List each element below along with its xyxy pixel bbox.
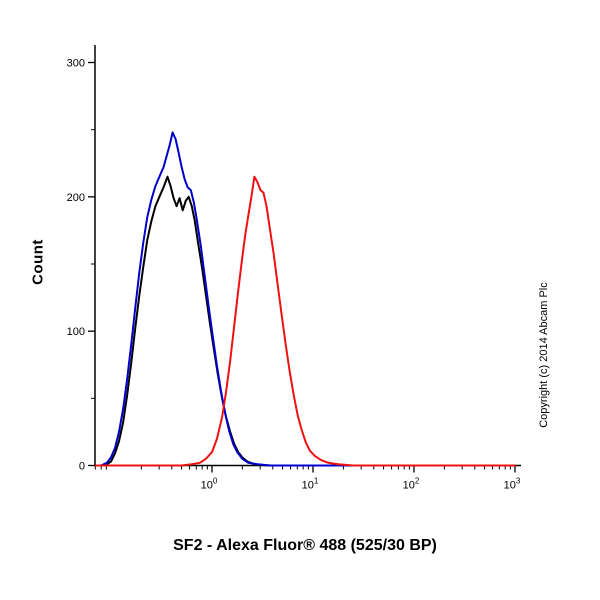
blue-curve (99, 131, 516, 467)
y-tick-label: 200 (67, 192, 85, 204)
red-curve (94, 175, 516, 467)
y-axis-title: Count (29, 239, 47, 285)
y-tick-label: 300 (67, 58, 85, 70)
copyright-watermark: Copyright (c) 2014 Abcam Plc (538, 282, 550, 428)
x-tick-label: 102 (403, 477, 420, 492)
y-tick-label: 100 (67, 326, 85, 338)
x-axis-ticks: 100 101 102 103 (94, 465, 521, 492)
x-axis-title: SF2 - Alexa Fluor® 488 (525/30 BP) (173, 537, 437, 554)
black-curve (103, 175, 516, 467)
histogram-curves (94, 131, 516, 467)
y-tick-label: 0 (79, 461, 85, 473)
x-tick-label: 100 (201, 477, 218, 492)
y-axis-ticks: 0 100 200 300 (67, 58, 95, 473)
x-tick-label: 103 (504, 477, 521, 492)
x-tick-label: 101 (302, 477, 319, 492)
